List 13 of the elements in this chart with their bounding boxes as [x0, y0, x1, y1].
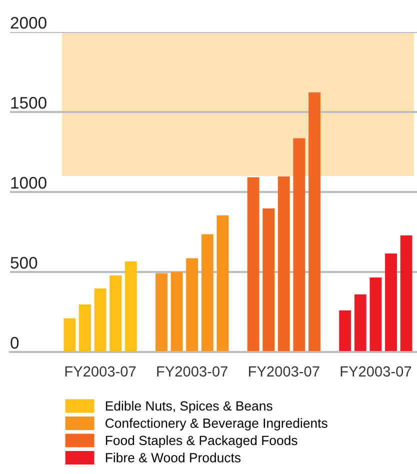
y-tick-label: 500 — [10, 256, 38, 269]
y-tick-label: 2000 — [10, 16, 46, 29]
y-tick-label: 1500 — [11, 96, 46, 109]
legend-label: Fibre & Wood Products — [106, 452, 241, 462]
y-tick-label: 0 — [10, 336, 19, 349]
legend-label: Food Staples & Packaged Foods — [106, 435, 298, 448]
x-tick-label: FY2003-07 — [157, 366, 228, 377]
x-tick-label: FY2003-07 — [249, 366, 320, 377]
x-tick-label: FY2003-07 — [340, 366, 412, 377]
legend-label: Edible Nuts, Spices & Beans — [106, 400, 272, 414]
x-tick-label: FY2003-07 — [65, 366, 136, 377]
legend-label: Confectionery & Beverage Ingredients — [106, 418, 328, 430]
y-tick-label: 1000 — [11, 176, 46, 189]
